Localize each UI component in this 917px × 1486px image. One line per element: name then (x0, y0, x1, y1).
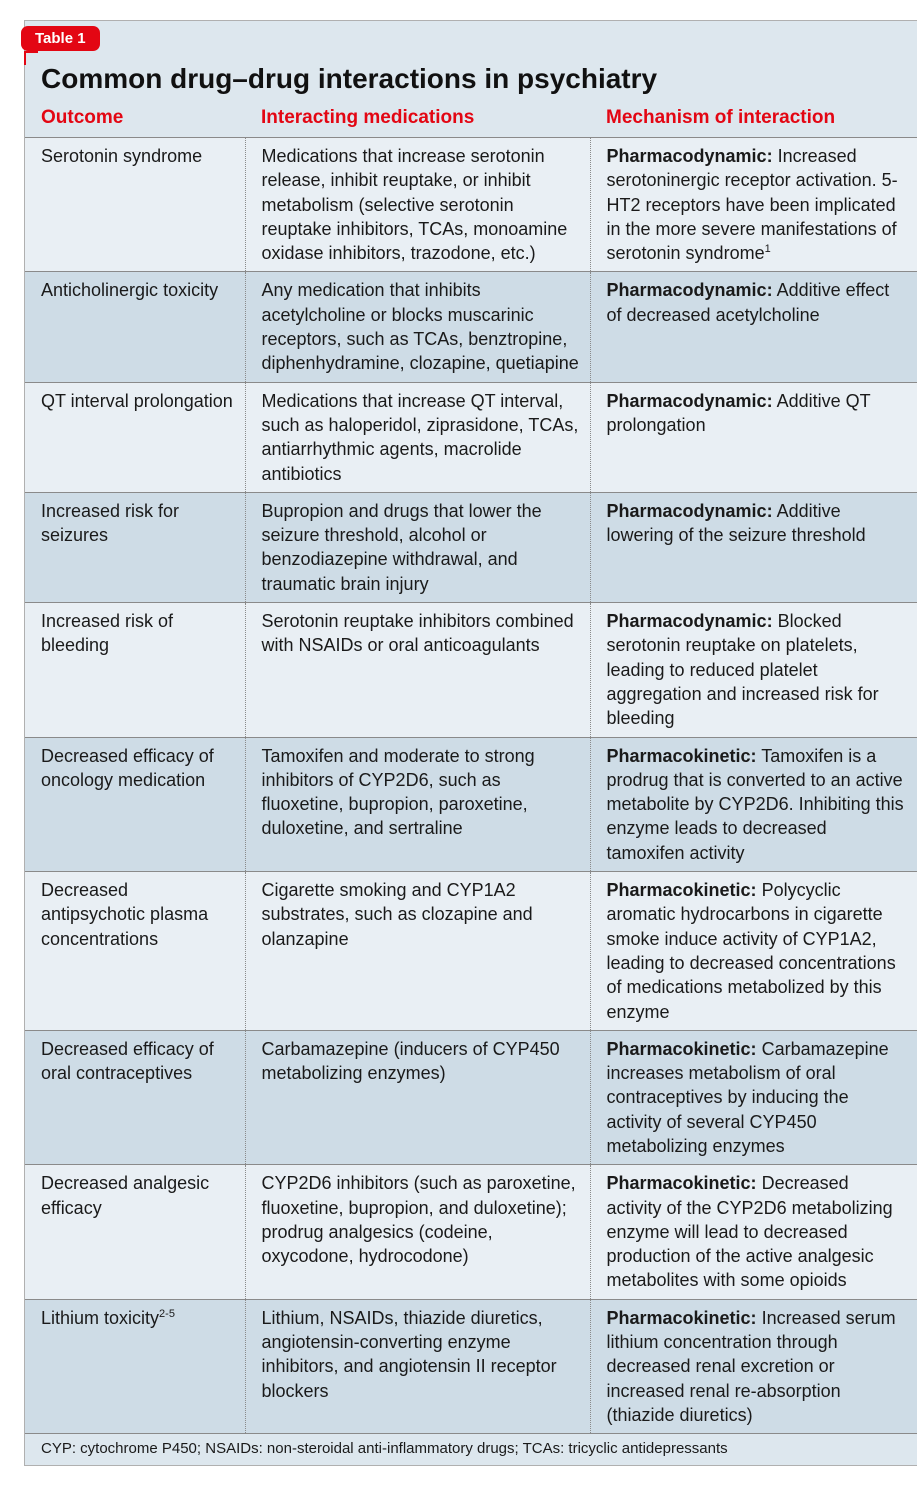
table-row: Decreased analgesic efficacy CYP2D6 inhib… (25, 1165, 917, 1299)
interacting-cell: Cigarette smoking and CYP1A2 substrates,… (245, 872, 590, 1031)
outcome-text: Lithium toxicity (41, 1308, 159, 1328)
table-row: Lithium toxicity2-5Lithium, NSAIDs, thia… (25, 1299, 917, 1433)
table-row: QT interval prolongation Medications that… (25, 382, 917, 492)
mechanism-label: Pharmacodynamic: (607, 611, 773, 631)
table-row: Increased risk for seizures Bupropion and… (25, 492, 917, 602)
table-title: Common drug–drug interactions in psychia… (25, 59, 917, 105)
mechanism-cell: Pharmacokinetic: Polycyclic aromatic hyd… (590, 872, 917, 1031)
mechanism-cell: Pharmacodynamic: Additive lowering of th… (590, 492, 917, 602)
outcome-text: Increased risk of bleeding (41, 611, 173, 655)
interacting-cell: Serotonin reuptake inhibitors combined w… (245, 603, 590, 737)
outcome-text: Decreased efficacy of oral contraceptive… (41, 1039, 214, 1083)
table-row: Decreased efficacy of oncology medicatio… (25, 737, 917, 871)
outcome-cell: Decreased antipsychotic plasma concentra… (25, 872, 245, 1031)
table-row: Decreased antipsychotic plasma concentra… (25, 872, 917, 1031)
table-row: Increased risk of bleeding Serotonin reup… (25, 603, 917, 737)
mechanism-cell: Pharmacokinetic: Carbamazepine increases… (590, 1030, 917, 1164)
mechanism-cell: Pharmacokinetic: Tamoxifen is a prodrug … (590, 737, 917, 871)
mechanism-cell: Pharmacodynamic: Additive effect of decr… (590, 272, 917, 382)
interacting-cell: Bupropion and drugs that lower the seizu… (245, 492, 590, 602)
interacting-cell: Tamoxifen and moderate to strong inhibit… (245, 737, 590, 871)
mechanism-label: Pharmacodynamic: (607, 501, 773, 521)
outcome-cell: Anticholinergic toxicity (25, 272, 245, 382)
outcome-text: Increased risk for seizures (41, 501, 179, 545)
mechanism-cell: Pharmacokinetic: Decreased activity of t… (590, 1165, 917, 1299)
mechanism-label: Pharmacokinetic: (607, 1308, 757, 1328)
outcome-text: Decreased antipsychotic plasma concentra… (41, 880, 208, 949)
interactions-table: Outcome Interacting medications Mechanis… (25, 105, 917, 1433)
mechanism-label: Pharmacokinetic: (607, 746, 757, 766)
outcome-text: Serotonin syndrome (41, 146, 202, 166)
drug-interactions-table: Table 1 Common drug–drug interactions in… (24, 20, 917, 1466)
interacting-cell: Lithium, NSAIDs, thiazide diuretics, ang… (245, 1299, 590, 1433)
outcome-cell: Increased risk of bleeding (25, 603, 245, 737)
mechanism-text: Polycyclic aromatic hydrocarbons in ciga… (607, 880, 896, 1021)
column-header-interacting: Interacting medications (245, 105, 590, 138)
table-badge: Table 1 (21, 26, 100, 51)
table-row: Anticholinergic toxicity Any medication t… (25, 272, 917, 382)
corner-icon (24, 51, 38, 65)
table-header-corner: Table 1 (25, 21, 917, 59)
table-row: Serotonin syndrome Medications that incre… (25, 138, 917, 272)
outcome-cell: Serotonin syndrome (25, 138, 245, 272)
mechanism-cell: Pharmacodynamic: Additive QT prolongatio… (590, 382, 917, 492)
outcome-text: Anticholinergic toxicity (41, 280, 218, 300)
interacting-cell: Any medication that inhibits acetylcholi… (245, 272, 590, 382)
table-footnote: CYP: cytochrome P450; NSAIDs: non-steroi… (25, 1433, 917, 1465)
interacting-cell: CYP2D6 inhibitors (such as paroxetine, f… (245, 1165, 590, 1299)
outcome-cell: Increased risk for seizures (25, 492, 245, 602)
mechanism-cell: Pharmacodynamic: Increased serotoninergi… (590, 138, 917, 272)
outcome-text: QT interval prolongation (41, 391, 233, 411)
mechanism-label: Pharmacokinetic: (607, 880, 757, 900)
outcome-text: Decreased efficacy of oncology medicatio… (41, 746, 214, 790)
mechanism-label: Pharmacodynamic: (607, 280, 773, 300)
outcome-sup: 2-5 (159, 1308, 175, 1320)
mechanism-label: Pharmacokinetic: (607, 1039, 757, 1059)
interacting-cell: Carbamazepine (inducers of CYP450 metabo… (245, 1030, 590, 1164)
outcome-cell: Lithium toxicity2-5 (25, 1299, 245, 1433)
column-header-mechanism: Mechanism of interaction (590, 105, 917, 138)
interacting-cell: Medications that increase QT interval, s… (245, 382, 590, 492)
mechanism-cell: Pharmacodynamic: Blocked serotonin reupt… (590, 603, 917, 737)
mechanism-sup: 1 (765, 243, 771, 255)
table-header-row: Outcome Interacting medications Mechanis… (25, 105, 917, 138)
outcome-cell: Decreased analgesic efficacy (25, 1165, 245, 1299)
mechanism-label: Pharmacokinetic: (607, 1173, 757, 1193)
mechanism-cell: Pharmacokinetic: Increased serum lithium… (590, 1299, 917, 1433)
outcome-cell: QT interval prolongation (25, 382, 245, 492)
interacting-cell: Medications that increase serotonin rele… (245, 138, 590, 272)
table-row: Decreased efficacy of oral contraceptive… (25, 1030, 917, 1164)
outcome-cell: Decreased efficacy of oral contraceptive… (25, 1030, 245, 1164)
mechanism-label: Pharmacodynamic: (607, 146, 773, 166)
mechanism-label: Pharmacodynamic: (607, 391, 773, 411)
outcome-cell: Decreased efficacy of oncology medicatio… (25, 737, 245, 871)
outcome-text: Decreased analgesic efficacy (41, 1173, 209, 1217)
column-header-outcome: Outcome (25, 105, 245, 138)
